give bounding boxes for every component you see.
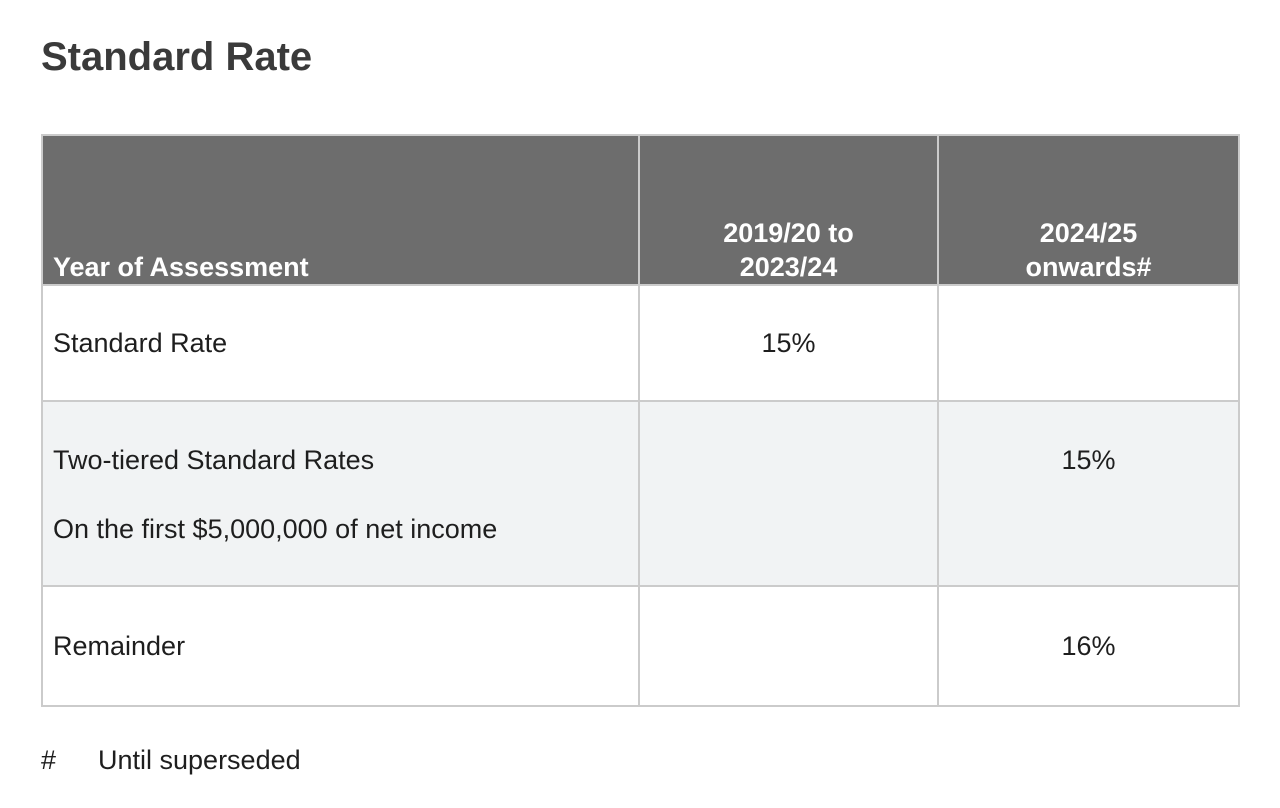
column-header-2019-20-to-2023-24: 2019/20 to 2023/24 <box>638 134 939 286</box>
footnote-marker: # <box>41 745 57 775</box>
cell-row-label: Standard Rate <box>41 284 640 402</box>
cell-rate-2019-2023 <box>638 400 939 587</box>
table-row-two-tiered: Two-tiered Standard Rates On the first $… <box>41 400 1240 587</box>
cell-rate-2024-onwards: 15% <box>937 400 1240 587</box>
page-title: Standard Rate <box>41 35 313 79</box>
table-header-row: Year of Assessment 2019/20 to 2023/24 20… <box>41 134 1240 286</box>
cell-row-label: Remainder <box>41 585 640 707</box>
table-header: Year of Assessment 2019/20 to 2023/24 20… <box>41 134 1240 286</box>
footnote: # Until superseded <box>41 743 1238 777</box>
cell-rate-2024-onwards: 16% <box>937 585 1240 707</box>
cell-row-label: Two-tiered Standard Rates On the first $… <box>41 400 640 587</box>
footnote-text: Until superseded <box>98 745 301 775</box>
column-header-year-of-assessment: Year of Assessment <box>41 134 640 286</box>
cell-rate-2019-2023: 15% <box>638 284 939 402</box>
page-container: Standard Rate Year of Assessment 2019/20… <box>41 35 1240 777</box>
cell-rate-2024-onwards <box>937 284 1240 402</box>
standard-rate-table: Year of Assessment 2019/20 to 2023/24 20… <box>41 134 1240 707</box>
table-row-remainder: Remainder 16% <box>41 585 1240 707</box>
two-tiered-heading: Two-tiered Standard Rates <box>53 445 375 475</box>
column-header-2024-25-onwards: 2024/25 onwards# <box>937 134 1240 286</box>
table-row-standard-rate: Standard Rate 15% <box>41 284 1240 402</box>
cell-rate-2019-2023 <box>638 585 939 707</box>
two-tiered-first-tier-description: On the first $5,000,000 of net income <box>53 514 498 544</box>
